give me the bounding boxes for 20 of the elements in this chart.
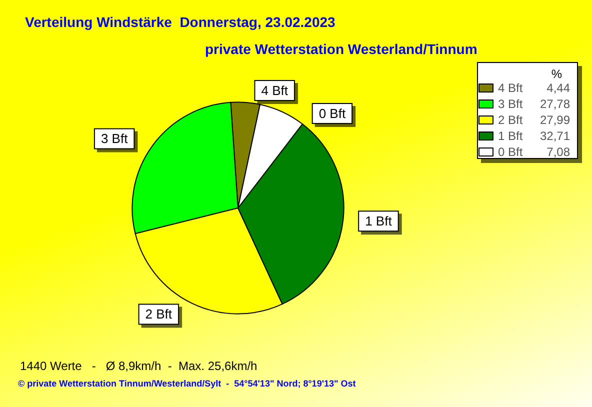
chart-title: Verteilung Windstärke Donnerstag, 23.02.2023	[25, 14, 336, 30]
legend-label: 4 Bft	[498, 81, 524, 95]
data-label: 7,08	[546, 145, 570, 159]
data-label: 27,78	[540, 97, 570, 111]
data-label: 4,44	[546, 81, 570, 95]
legend-label: 3 Bft	[498, 97, 524, 111]
text: © private Wetterstation Tinnum/Westerland/Sylt - 54°54'13" Nord; 8°19'13" Ost	[18, 378, 356, 388]
slice-label: 3 Bft	[100, 131, 128, 146]
legend-label: 0 Bft	[498, 145, 524, 159]
slice-label: 0 Bft	[318, 106, 346, 121]
data-label: 27,99	[540, 113, 570, 127]
slice-label: 2 Bft	[145, 306, 172, 322]
text: 1440 Werte - Ø 8,9km/h - Max. 25,6km/h	[20, 359, 258, 373]
slice-label: 1 Bft	[365, 214, 392, 229]
legend-label: 1 Bft	[498, 129, 524, 143]
legend-label: 2 Bft	[498, 113, 524, 127]
slice-label: 4 Bft	[261, 82, 288, 98]
legend-title: %	[551, 67, 562, 81]
data-label: 32,71	[540, 129, 570, 143]
chart-subtitle: private Wetterstation Westerland/Tinnum	[205, 41, 478, 57]
